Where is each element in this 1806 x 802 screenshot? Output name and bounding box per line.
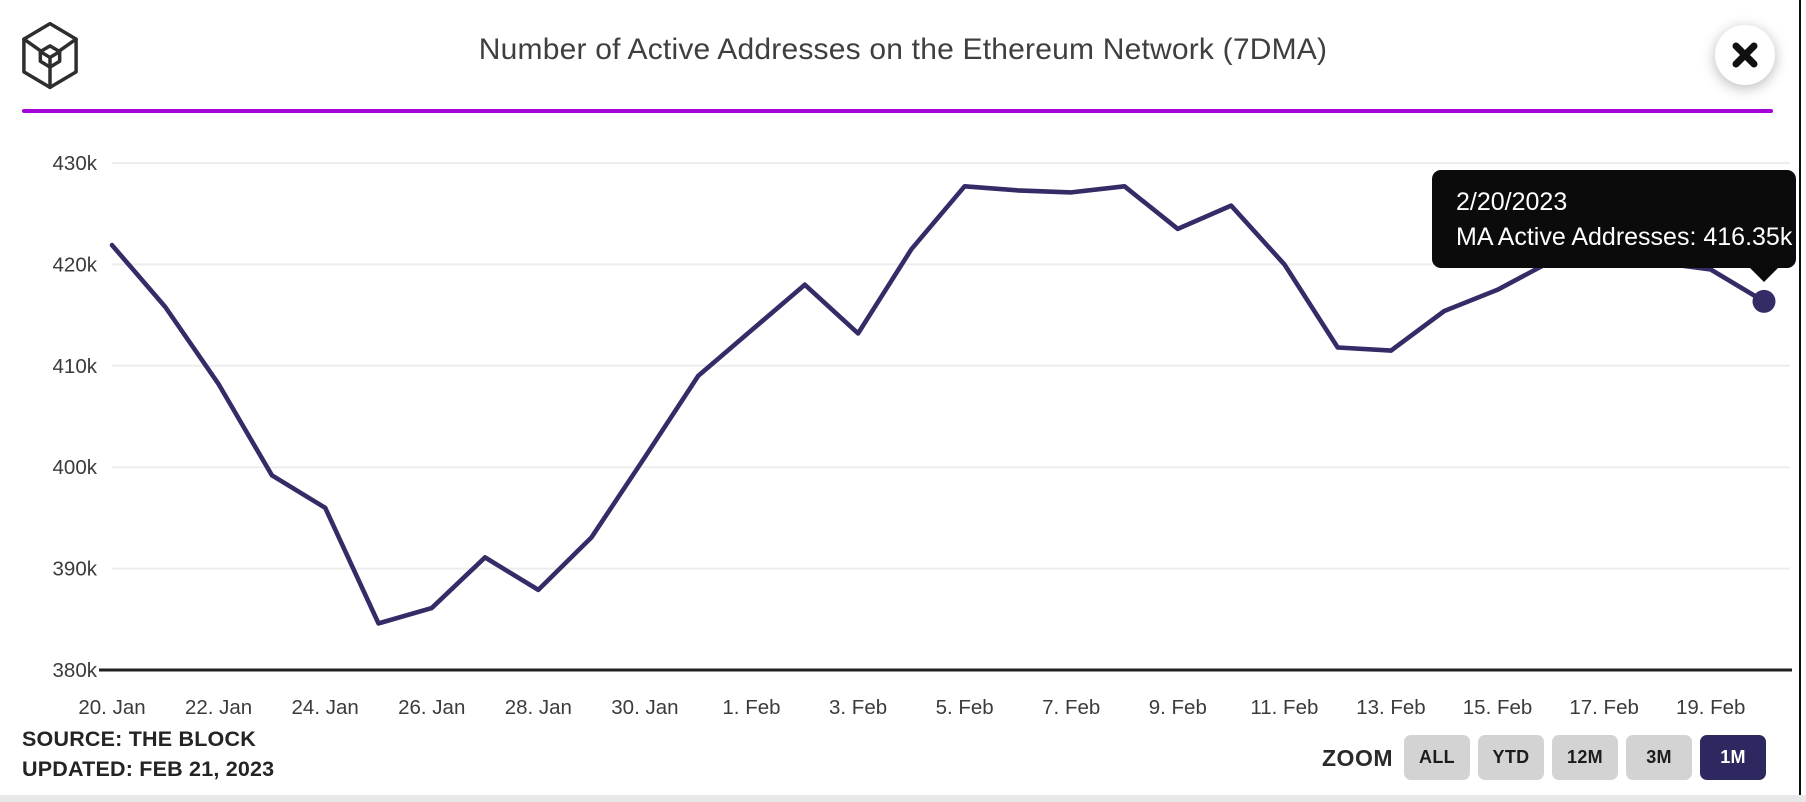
y-tick-label: 390k (53, 558, 98, 581)
zoom-button-12m[interactable]: 12M (1552, 735, 1618, 780)
tooltip-date: 2/20/2023 (1456, 188, 1568, 216)
x-tick-label: 20. Jan (78, 696, 145, 719)
x-tick-label: 17. Feb (1569, 696, 1639, 719)
zoom-label: ZOOM (1322, 745, 1393, 771)
x-tick-label: 3. Feb (829, 696, 887, 719)
close-button[interactable] (1715, 25, 1775, 85)
x-tick-label: 24. Jan (292, 696, 359, 719)
data-point-marker[interactable] (1752, 289, 1776, 313)
x-tick-label: 30. Jan (611, 696, 678, 719)
updated-text: UPDATED: FEB 21, 2023 (22, 757, 275, 781)
page-bottom-strip (0, 795, 1806, 802)
tooltip-value: MA Active Addresses: 416.35k (1456, 223, 1793, 251)
y-tick-label: 400k (53, 456, 98, 479)
page-right-edge (1799, 0, 1801, 802)
y-tick-label: 380k (53, 659, 98, 682)
zoom-button-3m[interactable]: 3M (1626, 735, 1692, 780)
y-tick-label: 410k (53, 355, 98, 378)
close-icon (1732, 42, 1758, 68)
x-tick-label: 11. Feb (1250, 696, 1318, 719)
x-tick-label: 13. Feb (1356, 696, 1426, 719)
series-line[interactable] (109, 184, 1767, 626)
zoom-buttons: ALL YTD 12M 3M 1M (1404, 735, 1766, 780)
x-tick-label: 7. Feb (1042, 696, 1100, 719)
zoom-button-ytd[interactable]: YTD (1478, 735, 1544, 780)
y-tick-label: 430k (53, 152, 98, 175)
source-block: SOURCE: THE BLOCK UPDATED: FEB 21, 2023 (22, 724, 274, 784)
header-divider (22, 109, 1773, 113)
x-tick-label: 5. Feb (936, 696, 994, 719)
source-text: SOURCE: THE BLOCK (22, 727, 256, 751)
x-tick-label: 15. Feb (1463, 696, 1533, 719)
x-tick-label: 9. Feb (1149, 696, 1207, 719)
the-block-logo-icon (22, 21, 78, 90)
zoom-button-all[interactable]: ALL (1404, 735, 1470, 780)
zoom-button-1m[interactable]: 1M (1700, 735, 1766, 780)
x-tick-label: 1. Feb (722, 696, 780, 719)
x-tick-label: 28. Jan (505, 696, 572, 719)
y-tick-label: 420k (53, 253, 98, 276)
x-tick-label: 19. Feb (1676, 696, 1746, 719)
x-tick-label: 22. Jan (185, 696, 252, 719)
tooltip: 2/20/2023 MA Active Addresses: 416.35k (1432, 170, 1796, 282)
page-title: Number of Active Addresses on the Ethere… (478, 33, 1328, 66)
x-tick-label: 26. Jan (398, 696, 465, 719)
tooltip-arrow (1749, 267, 1779, 282)
